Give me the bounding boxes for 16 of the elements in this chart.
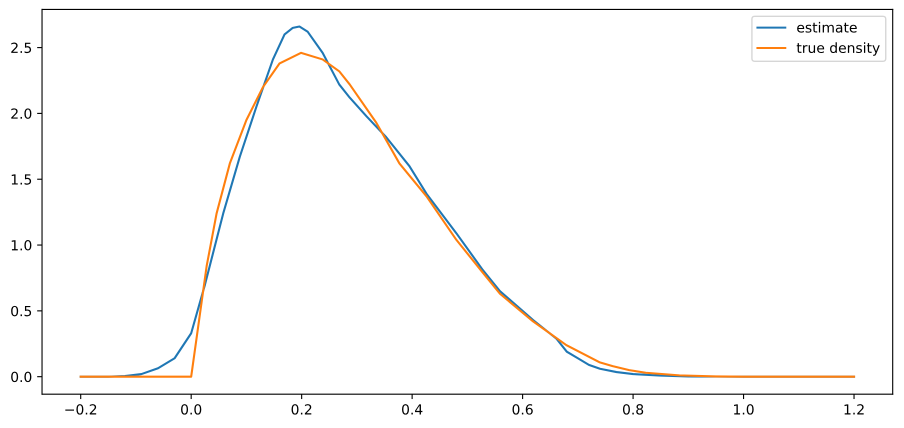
x-tick-label: 0.4 (402, 404, 422, 415)
x-tick-label: 0.2 (292, 404, 312, 415)
x-tick-label: 0.6 (512, 404, 533, 415)
x-tick-label: 0.0 (181, 404, 202, 415)
y-tick-label: 1.0 (12, 240, 32, 251)
x-tick-label: 0.8 (622, 404, 644, 415)
y-tick-label: 2.0 (11, 108, 32, 119)
x-tick-label: 1.0 (734, 404, 754, 415)
x-tick-label: −0.2 (65, 404, 96, 415)
x-tick-label: 1.2 (844, 404, 864, 414)
legend-label: true density (796, 42, 880, 56)
y-tick-label: 1.5 (12, 174, 32, 185)
y-tick-label: 0.0 (11, 372, 32, 382)
legend-label: estimate (797, 22, 857, 33)
y-tick-label: 0.5 (11, 306, 32, 316)
y-tick-label: 2.5 (11, 42, 32, 54)
